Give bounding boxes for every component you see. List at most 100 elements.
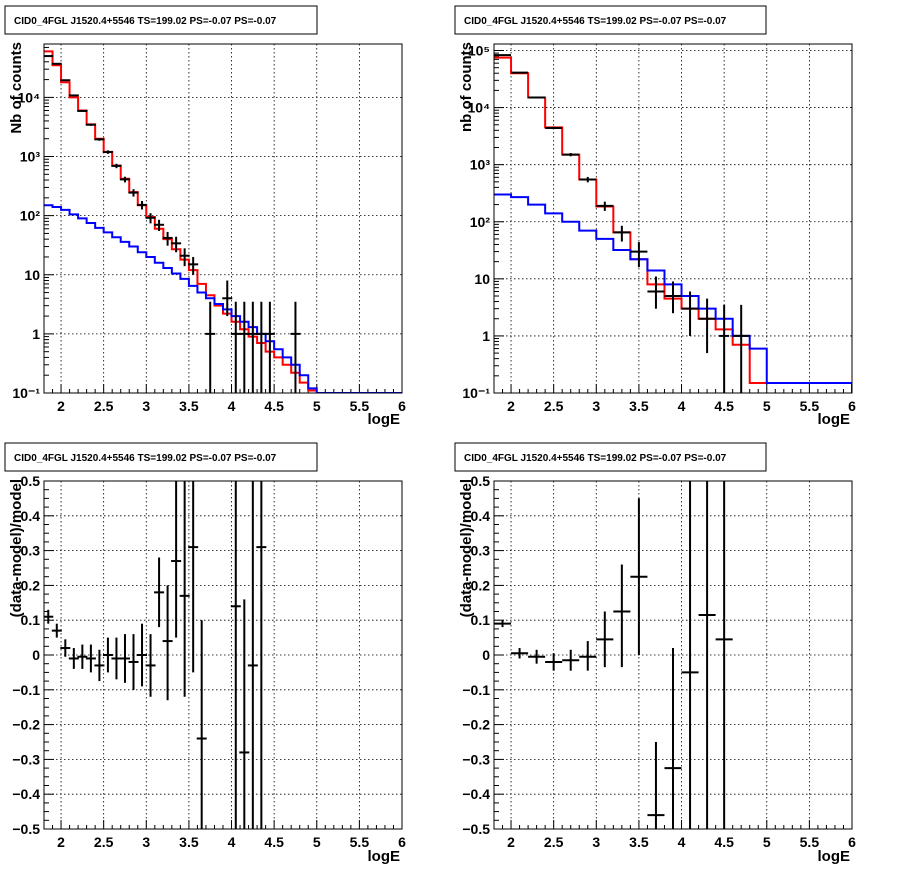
- y-tick-label: 0.1: [471, 612, 491, 628]
- y-axis-label: (data-model)/model: [8, 479, 25, 617]
- x-tick-label: 4: [228, 398, 236, 414]
- y-tick-label: 1: [32, 326, 40, 342]
- series-line-1: [44, 204, 402, 393]
- chart-title: CID0_4FGL J1520.4+5546 TS=199.02 PS=-0.0…: [14, 453, 277, 464]
- y-tick-label: −0.2: [462, 717, 490, 733]
- x-tick-label: 3.5: [179, 398, 199, 414]
- title-box: [454, 5, 767, 35]
- plot-area: [494, 54, 852, 393]
- x-axis-label: logE: [818, 848, 851, 865]
- x-tick-label: 4: [228, 834, 236, 850]
- y-tick-label: −0.3: [12, 751, 40, 767]
- y-tick-label: 0.1: [21, 612, 41, 628]
- x-tick-label: 2.5: [94, 398, 114, 414]
- x-tick-label: 3.5: [179, 834, 199, 850]
- y-axis-label: nb of counts: [458, 42, 475, 132]
- plot-frame: [493, 480, 853, 830]
- y-tick-label: 0: [32, 647, 40, 663]
- plot-area: [494, 481, 733, 829]
- counts-plot-right: CID0_4FGL J1520.4+5546 TS=199.02 PS=-0.0…: [454, 5, 856, 428]
- x-tick-label: 5.5: [800, 398, 820, 414]
- y-axis-label: (data-model)/model: [458, 479, 475, 617]
- x-tick-label: 2.5: [544, 834, 564, 850]
- y-tick-label: 10²: [470, 214, 491, 230]
- y-tick-label: −0.1: [12, 682, 40, 698]
- x-tick-label: 3: [592, 398, 600, 414]
- chart-title: CID0_4FGL J1520.4+5546 TS=199.02 PS=-0.0…: [464, 16, 727, 27]
- y-axis-label: Nb of counts: [8, 42, 25, 134]
- x-tick-label: 4: [678, 834, 686, 850]
- plot-frame: [43, 480, 403, 830]
- y-tick-label: −0.1: [462, 682, 490, 698]
- y-tick-label: −0.4: [462, 786, 490, 802]
- x-tick-label: 5.5: [350, 834, 370, 850]
- plot-area: [44, 481, 267, 829]
- counts-plot-left: CID0_4FGL J1520.4+5546 TS=199.02 PS=-0.0…: [4, 5, 406, 428]
- y-tick-label: 10⁴: [18, 89, 41, 105]
- chart-title: CID0_4FGL J1520.4+5546 TS=199.02 PS=-0.0…: [464, 453, 727, 464]
- y-tick-label: 10³: [470, 157, 491, 173]
- x-tick-label: 5: [313, 834, 321, 850]
- x-tick-label: 2: [57, 834, 65, 850]
- y-tick-label: 10⁻¹: [12, 385, 40, 401]
- y-tick-label: 0: [482, 647, 490, 663]
- x-tick-label: 6: [398, 834, 406, 850]
- x-tick-label: 3: [142, 834, 150, 850]
- y-tick-label: 10: [474, 271, 490, 287]
- title-box: [4, 442, 318, 472]
- x-axis-label: logE: [368, 848, 401, 865]
- plot-frame: [493, 43, 853, 394]
- y-tick-label: 1: [482, 328, 490, 344]
- y-tick-label: 10⁵: [468, 43, 490, 59]
- y-tick-label: 0.5: [471, 473, 491, 489]
- y-tick-label: −0.3: [462, 751, 490, 767]
- x-tick-label: 3: [592, 834, 600, 850]
- title-box: [4, 5, 318, 35]
- title-box: [454, 442, 767, 472]
- y-tick-label: 10: [24, 267, 40, 283]
- x-axis-label: logE: [818, 411, 851, 428]
- x-tick-label: 6: [848, 398, 856, 414]
- y-tick-label: 0.5: [21, 473, 41, 489]
- x-tick-label: 2: [507, 398, 515, 414]
- y-tick-label: 10⁴: [468, 100, 491, 116]
- x-tick-label: 6: [398, 398, 406, 414]
- x-tick-label: 2: [507, 834, 515, 850]
- x-tick-label: 2.5: [94, 834, 114, 850]
- y-tick-label: 0.3: [471, 543, 491, 559]
- x-tick-label: 4.5: [264, 834, 284, 850]
- series-line-0: [494, 56, 767, 384]
- y-tick-label: −0.2: [12, 717, 40, 733]
- y-tick-label: 0.2: [21, 577, 41, 593]
- plot-frame: [43, 43, 403, 394]
- y-tick-label: −0.5: [462, 821, 490, 837]
- y-tick-label: 0.4: [21, 508, 41, 524]
- x-tick-label: 5: [313, 398, 321, 414]
- x-tick-label: 4.5: [714, 398, 734, 414]
- series-line-0: [44, 50, 317, 392]
- x-tick-label: 6: [848, 834, 856, 850]
- residuals-plot-left: CID0_4FGL J1520.4+5546 TS=199.02 PS=-0.0…: [4, 442, 406, 865]
- residuals-plot-right: CID0_4FGL J1520.4+5546 TS=199.02 PS=-0.0…: [454, 442, 856, 865]
- x-tick-label: 3.5: [629, 834, 649, 850]
- x-tick-label: 5.5: [800, 834, 820, 850]
- y-tick-label: −0.4: [12, 786, 40, 802]
- x-tick-label: 4.5: [714, 834, 734, 850]
- y-tick-label: 10⁻¹: [462, 385, 490, 401]
- y-tick-label: 10²: [20, 208, 41, 224]
- y-tick-label: 0.3: [21, 543, 41, 559]
- y-tick-label: 0.2: [471, 577, 491, 593]
- x-tick-label: 4.5: [264, 398, 284, 414]
- x-axis-label: logE: [368, 411, 401, 428]
- y-tick-label: −0.5: [12, 821, 40, 837]
- plot-area: [44, 50, 402, 393]
- y-tick-label: 0.4: [471, 508, 491, 524]
- x-tick-label: 5: [763, 834, 771, 850]
- x-tick-label: 2.5: [544, 398, 564, 414]
- x-tick-label: 3: [142, 398, 150, 414]
- chart-title: CID0_4FGL J1520.4+5546 TS=199.02 PS=-0.0…: [14, 16, 277, 27]
- x-tick-label: 4: [678, 398, 686, 414]
- x-tick-label: 5.5: [350, 398, 370, 414]
- x-tick-label: 3.5: [629, 398, 649, 414]
